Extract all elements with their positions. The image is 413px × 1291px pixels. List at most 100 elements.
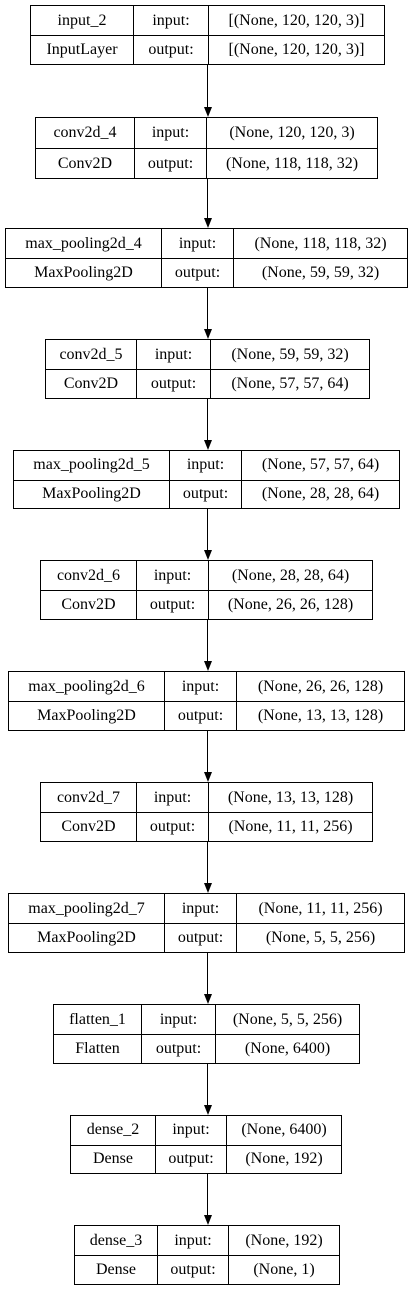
arrowhead-icon [203,772,212,782]
input-port-label: input: [169,451,241,480]
layer-row-top: dense_2 input: (None, 6400) [71,1116,341,1145]
edge-line [207,1174,208,1215]
layer-row-bottom: Conv2D output: (None, 26, 26, 128) [41,590,372,619]
layer-row-bottom: Flatten output: (None, 6400) [54,1034,359,1063]
layer-name: conv2d_7 [56,788,121,806]
input-port-label: input: [134,118,206,148]
layer-row-top: conv2d_4 input: (None, 120, 120, 3) [36,118,377,148]
arrowhead-icon [203,329,212,339]
input-port-label: input: [136,340,210,369]
layer-row-top: max_pooling2d_5 input: (None, 57, 57, 64) [14,451,399,480]
layer-node-flatten_1: flatten_1 input: (None, 5, 5, 256) Flatten o… [53,1004,360,1064]
layer-node-dense_3: dense_3 input: (None, 192) Dense output: (Non… [74,1225,340,1285]
layer-name: conv2d_5 [59,345,123,363]
layer-name: conv2d_4 [53,124,117,141]
input-shape: (None, 28, 28, 64) [208,561,372,590]
layer-row-top: max_pooling2d_7 input: (None, 11, 11, 256) [9,894,404,923]
input-port-label: input: [161,229,233,258]
layer-type: MaxPooling2D [34,264,133,281]
input-shape: (None, 57, 57, 64) [241,451,399,480]
output-port-label: output: [157,1256,228,1284]
output-shape: (None, 59, 59, 32) [233,259,407,287]
output-port-label: output: [155,1145,226,1173]
output-port-label: output: [164,702,236,730]
input-shape: (None, 11, 11, 256) [236,894,404,923]
layer-row-top: conv2d_6 input: (None, 28, 28, 64) [41,561,372,590]
input-shape: (None, 5, 5, 256) [215,1005,359,1034]
output-shape: (None, 192) [226,1145,341,1173]
edge-line [207,620,208,661]
arrowhead-icon [203,107,212,117]
output-port-label: output: [136,813,208,841]
output-shape: (None, 28, 28, 64) [241,480,399,508]
layer-type: Dense [96,1261,136,1278]
output-shape: (None, 13, 13, 128) [236,702,404,730]
arrowhead-icon [203,661,212,671]
edge-line [207,65,208,107]
output-shape: [(None, 120, 120, 3)] [208,36,384,64]
edge-line [207,179,208,218]
input-shape: (None, 118, 118, 32) [233,229,407,258]
output-port-label: output: [133,36,208,64]
layer-name: input_2 [57,11,107,29]
input-shape: (None, 6400) [226,1116,341,1145]
input-shape: (None, 59, 59, 32) [210,340,369,369]
layer-node-dense_2: dense_2 input: (None, 6400) Dense output: (No… [70,1115,342,1174]
layer-name: dense_2 [86,1121,140,1139]
edge-line [207,509,208,550]
layer-node-conv2d_5: conv2d_5 input: (None, 59, 59, 32) Conv2D ou… [45,339,370,399]
arrowhead-icon [203,1105,212,1115]
layer-row-bottom: Conv2D output: (None, 118, 118, 32) [36,148,377,178]
edge-line [207,1064,208,1105]
layer-node-max_pooling2d_7: max_pooling2d_7 input: (None, 11, 11, 256)… [8,893,405,953]
arrowhead-icon [203,883,212,893]
layer-type: Conv2D [61,596,116,613]
layer-row-bottom: MaxPooling2D output: (None, 28, 28, 64) [14,479,399,508]
output-shape: (None, 1) [228,1256,339,1284]
output-shape: (None, 118, 118, 32) [206,149,377,178]
layer-name: dense_3 [89,1231,143,1249]
input-port-label: input: [136,783,208,812]
input-port-label: input: [164,672,236,701]
layer-type: Conv2D [63,375,119,392]
output-port-label: output: [141,1035,215,1063]
layer-row-top: max_pooling2d_6 input: (None, 26, 26, 128) [9,672,404,701]
layer-row-bottom: InputLayer output: [(None, 120, 120, 3)] [31,35,384,64]
edge-line [207,288,208,329]
arrowhead-icon [203,1215,212,1225]
output-port-label: output: [134,149,206,178]
layer-row-top: dense_3 input: (None, 192) [75,1226,339,1255]
edge-line [207,731,208,772]
layer-row-top: conv2d_5 input: (None, 59, 59, 32) [46,340,369,369]
layer-node-max_pooling2d_4: max_pooling2d_4 input: (None, 118, 118, 32… [5,228,408,288]
output-shape: (None, 6400) [215,1035,359,1063]
output-shape: (None, 26, 26, 128) [208,591,372,619]
layer-name: max_pooling2d_6 [28,677,145,695]
arrowhead-icon [203,440,212,450]
arrowhead-icon [203,994,212,1004]
layer-name: conv2d_6 [56,566,121,584]
layer-row-bottom: Conv2D output: (None, 57, 57, 64) [46,369,369,398]
layer-node-conv2d_4: conv2d_4 input: (None, 120, 120, 3) Conv2D o… [35,117,378,179]
arrowhead-icon [203,218,212,228]
output-port-label: output: [164,924,236,952]
output-shape: (None, 57, 57, 64) [210,370,369,398]
layer-node-conv2d_7: conv2d_7 input: (None, 13, 13, 128) Conv2D o… [40,782,373,842]
input-shape: (None, 26, 26, 128) [236,672,404,701]
layer-row-bottom: MaxPooling2D output: (None, 13, 13, 128) [9,701,404,730]
layer-name: flatten_1 [69,1010,126,1028]
layer-type: Flatten [75,1040,120,1057]
input-shape: (None, 192) [228,1226,339,1255]
layer-type: MaxPooling2D [37,707,136,724]
input-port-label: input: [133,6,208,35]
layer-row-bottom: MaxPooling2D output: (None, 5, 5, 256) [9,923,404,952]
layer-type: InputLayer [46,41,118,58]
arrowhead-icon [203,550,212,560]
layer-node-max_pooling2d_5: max_pooling2d_5 input: (None, 57, 57, 64) M… [13,450,400,509]
edge-line [207,953,208,994]
layer-row-top: flatten_1 input: (None, 5, 5, 256) [54,1005,359,1034]
input-shape: (None, 13, 13, 128) [208,783,372,812]
output-port-label: output: [136,370,210,398]
input-port-label: input: [164,894,236,923]
